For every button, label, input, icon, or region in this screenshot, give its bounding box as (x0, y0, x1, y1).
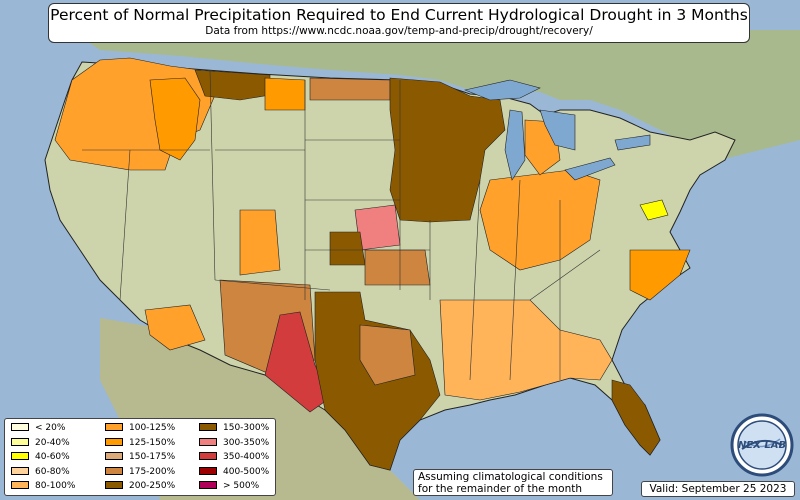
region-kansas-tan (364, 249, 431, 286)
region-carolinas (629, 249, 691, 301)
map-title: Percent of Normal Precipitation Required… (50, 6, 748, 24)
legend-label: 125-150% (129, 437, 176, 448)
legend-swatch (105, 466, 123, 475)
legend-item: > 500% (199, 480, 259, 492)
legend-item: 125-150% (105, 437, 175, 449)
legend-label: 150-175% (129, 452, 176, 462)
legend-swatch (105, 481, 123, 489)
legend-label: < 20% (35, 423, 66, 433)
region-upper-midwest (389, 77, 506, 223)
region-montana-orange (264, 77, 306, 111)
legend-item: 40-60% (11, 451, 70, 463)
legend-label: 100-125% (129, 423, 176, 433)
legend-label: > 500% (223, 481, 260, 491)
lake-huron (539, 109, 576, 151)
region-mid-atlantic-yellow (639, 199, 669, 221)
legend-swatch (11, 466, 29, 475)
region-florida (611, 379, 661, 456)
legend-item: 350-400% (199, 451, 269, 463)
legend-label: 150-300% (223, 423, 270, 433)
region-montana-brown (194, 69, 271, 101)
region-kansas-brown (329, 231, 366, 266)
legend-item: 150-175% (105, 451, 175, 463)
legend-item: 300-350% (199, 437, 269, 449)
legend-label: 60-80% (35, 466, 70, 477)
legend-label: 300-350% (223, 437, 270, 448)
valid-date: Valid: September 25 2023 (641, 481, 795, 497)
lake-ontario (614, 134, 651, 151)
assumption-note-line-1: Assuming climatological conditions (418, 471, 603, 483)
legend-label: 40-60% (35, 452, 70, 462)
legend: < 20% 20-40% 40-60% 60-80% 80-100% 100-125% 12… (4, 418, 276, 496)
state-borders (82, 69, 601, 381)
legend-item: 175-200% (105, 466, 175, 478)
map-subtitle: Data from https://www.ncdc.noaa.gov/temp… (205, 25, 593, 37)
legend-label: 20-40% (35, 437, 70, 448)
legend-swatch (11, 423, 29, 431)
title-box: Percent of Normal Precipitation Required… (48, 3, 750, 43)
region-gulf-south (439, 299, 613, 401)
legend-item: 60-80% (11, 466, 70, 478)
legend-item: 80-100% (11, 480, 75, 492)
legend-swatch (105, 452, 123, 460)
legend-swatch (199, 466, 217, 475)
lake-erie (564, 157, 616, 181)
legend-item: < 20% (11, 422, 65, 434)
legend-label: 80-100% (35, 481, 76, 491)
legend-item: 200-250% (105, 480, 175, 492)
legend-label: 175-200% (129, 466, 176, 477)
legend-swatch (11, 481, 29, 489)
region-texas-tan (359, 324, 416, 386)
lake-michigan (504, 109, 526, 181)
legend-label: 350-400% (223, 452, 270, 462)
legend-swatch (199, 452, 217, 460)
legend-item: 150-300% (199, 422, 269, 434)
canada-land (70, 30, 800, 160)
legend-label: 200-250% (129, 481, 176, 491)
region-arizona-orange (144, 304, 206, 351)
region-colorado-orange (239, 209, 281, 276)
legend-swatch (11, 452, 29, 460)
legend-item: 400-500% (199, 466, 269, 478)
legend-swatch (199, 423, 217, 431)
assumption-note-line-2: for the remainder of the month (418, 483, 583, 495)
legend-swatch (11, 437, 29, 446)
legend-item: 100-125% (105, 422, 175, 434)
region-nd-tan (309, 77, 391, 101)
legend-label: 400-500% (223, 466, 270, 477)
legend-swatch (199, 437, 217, 446)
legend-item: 20-40% (11, 437, 70, 449)
nexlab-logo: NEX LAB (730, 413, 794, 477)
lake-superior (463, 79, 541, 101)
legend-swatch (199, 481, 217, 489)
assumption-note: Assuming climatological conditions for t… (413, 469, 613, 496)
logo-text: NEX LAB (738, 440, 786, 451)
legend-swatch (105, 437, 123, 446)
legend-swatch (105, 423, 123, 431)
